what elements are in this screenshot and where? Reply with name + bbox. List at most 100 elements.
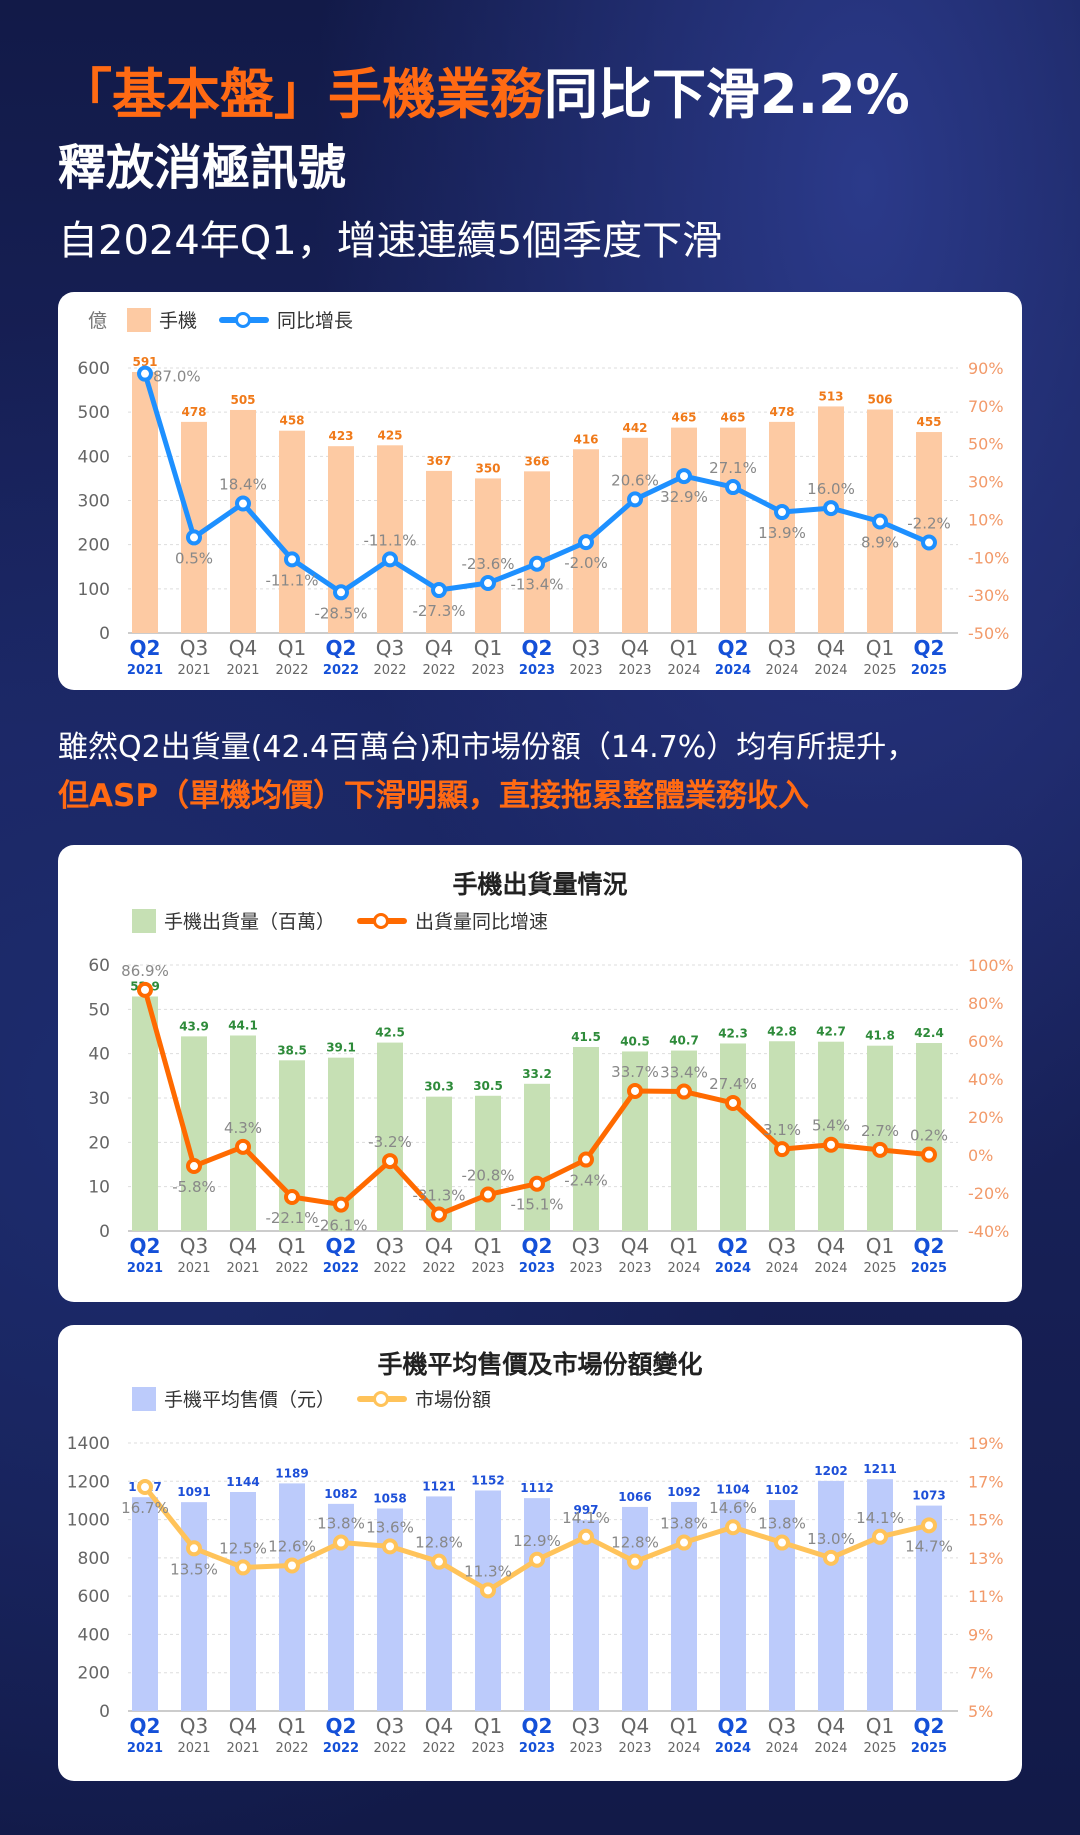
y-tick-label: 1400 [67, 1434, 110, 1454]
bar-value-label: 458 [279, 414, 304, 428]
y2-tick-label: -30% [968, 586, 1009, 605]
x-tick-quarter: Q3 [376, 1714, 404, 1738]
line-point [774, 1141, 790, 1158]
line-point [284, 551, 300, 568]
line-point [186, 1540, 202, 1557]
line-point [529, 555, 545, 572]
y-tick-label: 0 [99, 624, 110, 644]
line-value-label: 12.6% [268, 1538, 316, 1556]
bar-value-label: 350 [475, 461, 500, 475]
bar-value-label: 44.1 [228, 1018, 258, 1032]
x-tick-quarter: Q3 [180, 1714, 208, 1738]
x-tick-quarter: Q1 [866, 1714, 894, 1738]
legend-bar-swatch [127, 307, 152, 332]
line-value-label: -2.0% [564, 554, 608, 572]
y-tick-label: 20 [88, 1133, 110, 1153]
bar-value-label: 42.4 [914, 1026, 944, 1040]
x-tick-quarter: Q3 [572, 1714, 600, 1738]
line-point [480, 575, 496, 592]
line-point [480, 1582, 496, 1599]
x-tick-quarter: Q4 [817, 1234, 845, 1258]
x-tick-quarter: Q1 [278, 1714, 306, 1738]
chart-legend: 手機平均售價（元） 市場份額 [132, 1385, 491, 1412]
line-value-label: 13.9% [758, 524, 806, 542]
x-tick-year: 2025 [911, 663, 947, 678]
x-tick-year: 2023 [569, 1741, 602, 1756]
line-value-label: -31.3% [412, 1186, 465, 1204]
line-value-label: -27.3% [412, 602, 465, 620]
line-point [431, 1206, 447, 1223]
bar-value-label: 1073 [912, 1489, 945, 1503]
unit-label: 億 [88, 310, 108, 332]
line-point [823, 1549, 839, 1566]
line-value-label: 0.2% [910, 1127, 948, 1145]
bar [524, 1083, 550, 1231]
x-tick-quarter: Q4 [229, 1234, 257, 1258]
y2-tick-label: 0% [968, 1146, 993, 1165]
line-value-label: -23.6% [461, 555, 514, 573]
bar [769, 1041, 795, 1231]
line-point [284, 1557, 300, 1574]
bar-value-label: 42.7 [816, 1025, 846, 1039]
headline-line2: 釋放消極訊號 [58, 140, 347, 196]
line-value-label: 0.5% [175, 549, 213, 567]
bar [573, 1047, 599, 1231]
y-tick-label: 10 [88, 1178, 110, 1198]
line-point [676, 1534, 692, 1551]
line-point [382, 551, 398, 568]
bar-value-label: 423 [328, 429, 353, 443]
line-point [774, 504, 790, 521]
bar-value-label: 1202 [814, 1464, 847, 1478]
x-tick-quarter: Q2 [914, 1714, 945, 1738]
x-tick-quarter: Q3 [376, 636, 404, 660]
chart-legend: 手機出貨量（百萬） 出貨量同比增速 [132, 907, 548, 934]
line-value-label: -20.8% [461, 1167, 514, 1185]
line-value-label: -3.2% [368, 1133, 412, 1151]
y2-tick-label: 9% [968, 1625, 993, 1644]
x-tick-quarter: Q4 [425, 636, 453, 660]
bar-value-label: 41.8 [865, 1029, 895, 1043]
x-tick-year: 2021 [127, 1261, 163, 1276]
y-tick-label: 40 [88, 1045, 110, 1065]
y2-tick-label: 15% [968, 1511, 1004, 1530]
bar [573, 1520, 599, 1711]
line-value-label: 20.6% [611, 471, 659, 489]
line-point [676, 1083, 692, 1100]
bar-value-label: 455 [916, 415, 941, 429]
x-tick-year: 2022 [275, 663, 308, 678]
x-tick-quarter: Q1 [474, 1234, 502, 1258]
x-tick-year: 2021 [226, 1261, 259, 1276]
y2-tick-label: 5% [968, 1702, 993, 1721]
x-tick-year: 2025 [911, 1261, 947, 1276]
bar-value-label: 465 [720, 411, 745, 425]
line-point [578, 1528, 594, 1545]
bar-value-label: 42.8 [767, 1024, 797, 1038]
line-value-label: 33.7% [611, 1063, 659, 1081]
y-tick-label: 30 [88, 1089, 110, 1109]
legend-bar-label: 手機出貨量（百萬） [164, 911, 336, 933]
line-value-label: 86.9% [121, 962, 169, 980]
y2-tick-label: 70% [968, 397, 1004, 416]
line-value-label: 12.8% [611, 1534, 659, 1552]
chart-svg: 0 100 200 300 400 500 600 -50% -30% -10% 10% 30% 50%… [78, 355, 1010, 678]
bar-value-label: 1066 [618, 1490, 651, 1504]
bar-value-label: 1091 [177, 1485, 210, 1499]
bar-value-label: 513 [818, 389, 843, 403]
x-tick-quarter: Q4 [229, 636, 257, 660]
line-value-label: 2.7% [861, 1122, 899, 1140]
line-point [137, 981, 153, 998]
x-tick-year: 2021 [177, 1741, 210, 1756]
line-point [382, 1153, 398, 1170]
bar-value-label: 505 [230, 393, 255, 407]
x-tick-year: 2022 [373, 663, 406, 678]
y-tick-label: 1200 [67, 1472, 110, 1492]
x-tick-quarter: Q2 [522, 636, 553, 660]
y2-tick-label: 10% [968, 510, 1004, 529]
line-point [774, 1534, 790, 1551]
x-tick-year: 2023 [471, 1741, 504, 1756]
line-point [676, 468, 692, 485]
bar [279, 1060, 305, 1231]
bar [230, 409, 256, 633]
line-point [725, 1094, 741, 1111]
bar-value-label: 1112 [520, 1481, 553, 1495]
